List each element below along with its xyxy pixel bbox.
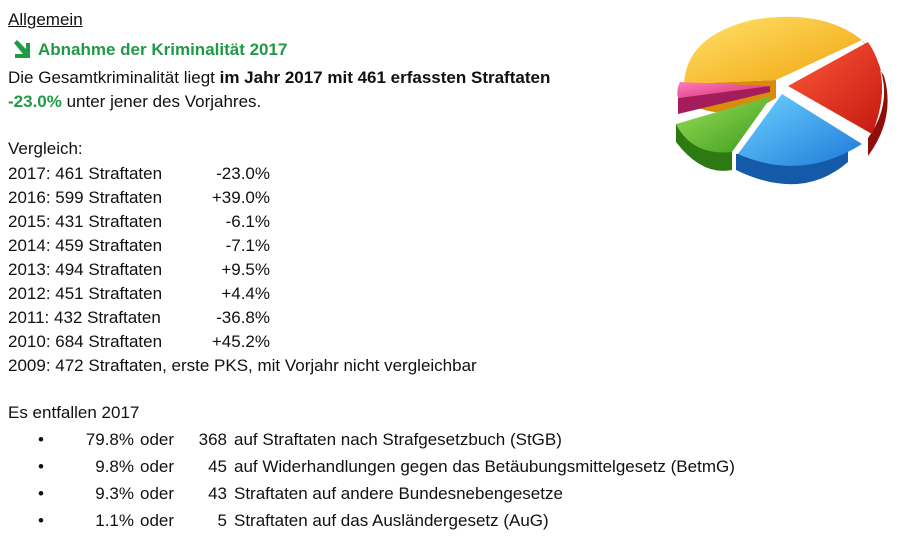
item-count: 368 bbox=[198, 430, 227, 449]
item-count: 5 bbox=[217, 511, 227, 530]
summary-line-2: -23.0% unter jener des Vorjahres. bbox=[8, 92, 261, 112]
item-word: oder bbox=[140, 430, 175, 449]
item-percent: 9.3% bbox=[95, 484, 134, 503]
item-desc: Straftaten auf andere Bundesnebengesetze bbox=[234, 484, 563, 503]
comparison-row-2009: 2009: 472 Straftaten, erste PKS, mit Vor… bbox=[8, 356, 477, 375]
row-change: +45.2% bbox=[211, 332, 270, 351]
bullet-icon: • bbox=[38, 430, 44, 449]
bullet-icon: • bbox=[38, 511, 44, 530]
row-change: -23.0% bbox=[216, 164, 270, 183]
row-change: -36.8% bbox=[216, 308, 270, 327]
item-word: oder bbox=[140, 484, 175, 503]
pie-chart-icon bbox=[676, 16, 888, 185]
row-year: 2011: 432 Straftaten bbox=[8, 308, 161, 327]
row-year: 2013: 494 Straftaten bbox=[8, 260, 163, 279]
row-change: -6.1% bbox=[225, 212, 270, 231]
row-year: 2010: 684 Straftaten bbox=[8, 332, 163, 351]
bullet-icon: • bbox=[38, 457, 44, 476]
item-desc: Straftaten auf das Ausländergesetz (AuG) bbox=[234, 511, 549, 530]
comparison-label: Vergleich: bbox=[8, 139, 83, 158]
summary-bold: im Jahr 2017 mit 461 erfassten Straftate… bbox=[219, 68, 551, 87]
summary-line-1: Die Gesamtkriminalität liegt im Jahr 201… bbox=[8, 68, 550, 88]
item-percent: 79.8% bbox=[85, 430, 134, 449]
row-year: 2017: 461 Straftaten bbox=[8, 164, 163, 183]
item-percent: 1.1% bbox=[95, 511, 134, 530]
row-change: +4.4% bbox=[221, 284, 270, 303]
bullet-icon: • bbox=[38, 484, 44, 503]
row-year: 2012: 451 Straftaten bbox=[8, 284, 163, 303]
row-year: 2015: 431 Straftaten bbox=[8, 212, 163, 231]
row-year: 2016: 599 Straftaten bbox=[8, 188, 163, 207]
row-change: +39.0% bbox=[211, 188, 270, 207]
row-year: 2014: 459 Straftaten bbox=[8, 236, 163, 255]
item-desc: auf Widerhandlungen gegen das Betäubungs… bbox=[234, 457, 735, 476]
row-change: +9.5% bbox=[221, 260, 270, 279]
trend-title: Abnahme der Kriminalität 2017 bbox=[38, 40, 288, 59]
summary-text: Die Gesamtkriminalität liegt bbox=[8, 68, 220, 87]
breakdown-label: Es entfallen 2017 bbox=[8, 403, 140, 422]
item-word: oder bbox=[140, 457, 175, 476]
section-heading: Allgemein bbox=[8, 10, 83, 29]
item-percent: 9.8% bbox=[95, 457, 134, 476]
item-count: 45 bbox=[208, 457, 227, 476]
summary-tail: unter jener des Vorjahres. bbox=[61, 92, 262, 111]
item-word: oder bbox=[140, 511, 175, 530]
item-count: 43 bbox=[208, 484, 227, 503]
arrow-down-right-icon bbox=[14, 40, 30, 58]
item-desc: auf Straftaten nach Strafgesetzbuch (StG… bbox=[234, 430, 562, 449]
row-change: -7.1% bbox=[225, 236, 270, 255]
summary-change: -23.0% bbox=[8, 92, 62, 111]
